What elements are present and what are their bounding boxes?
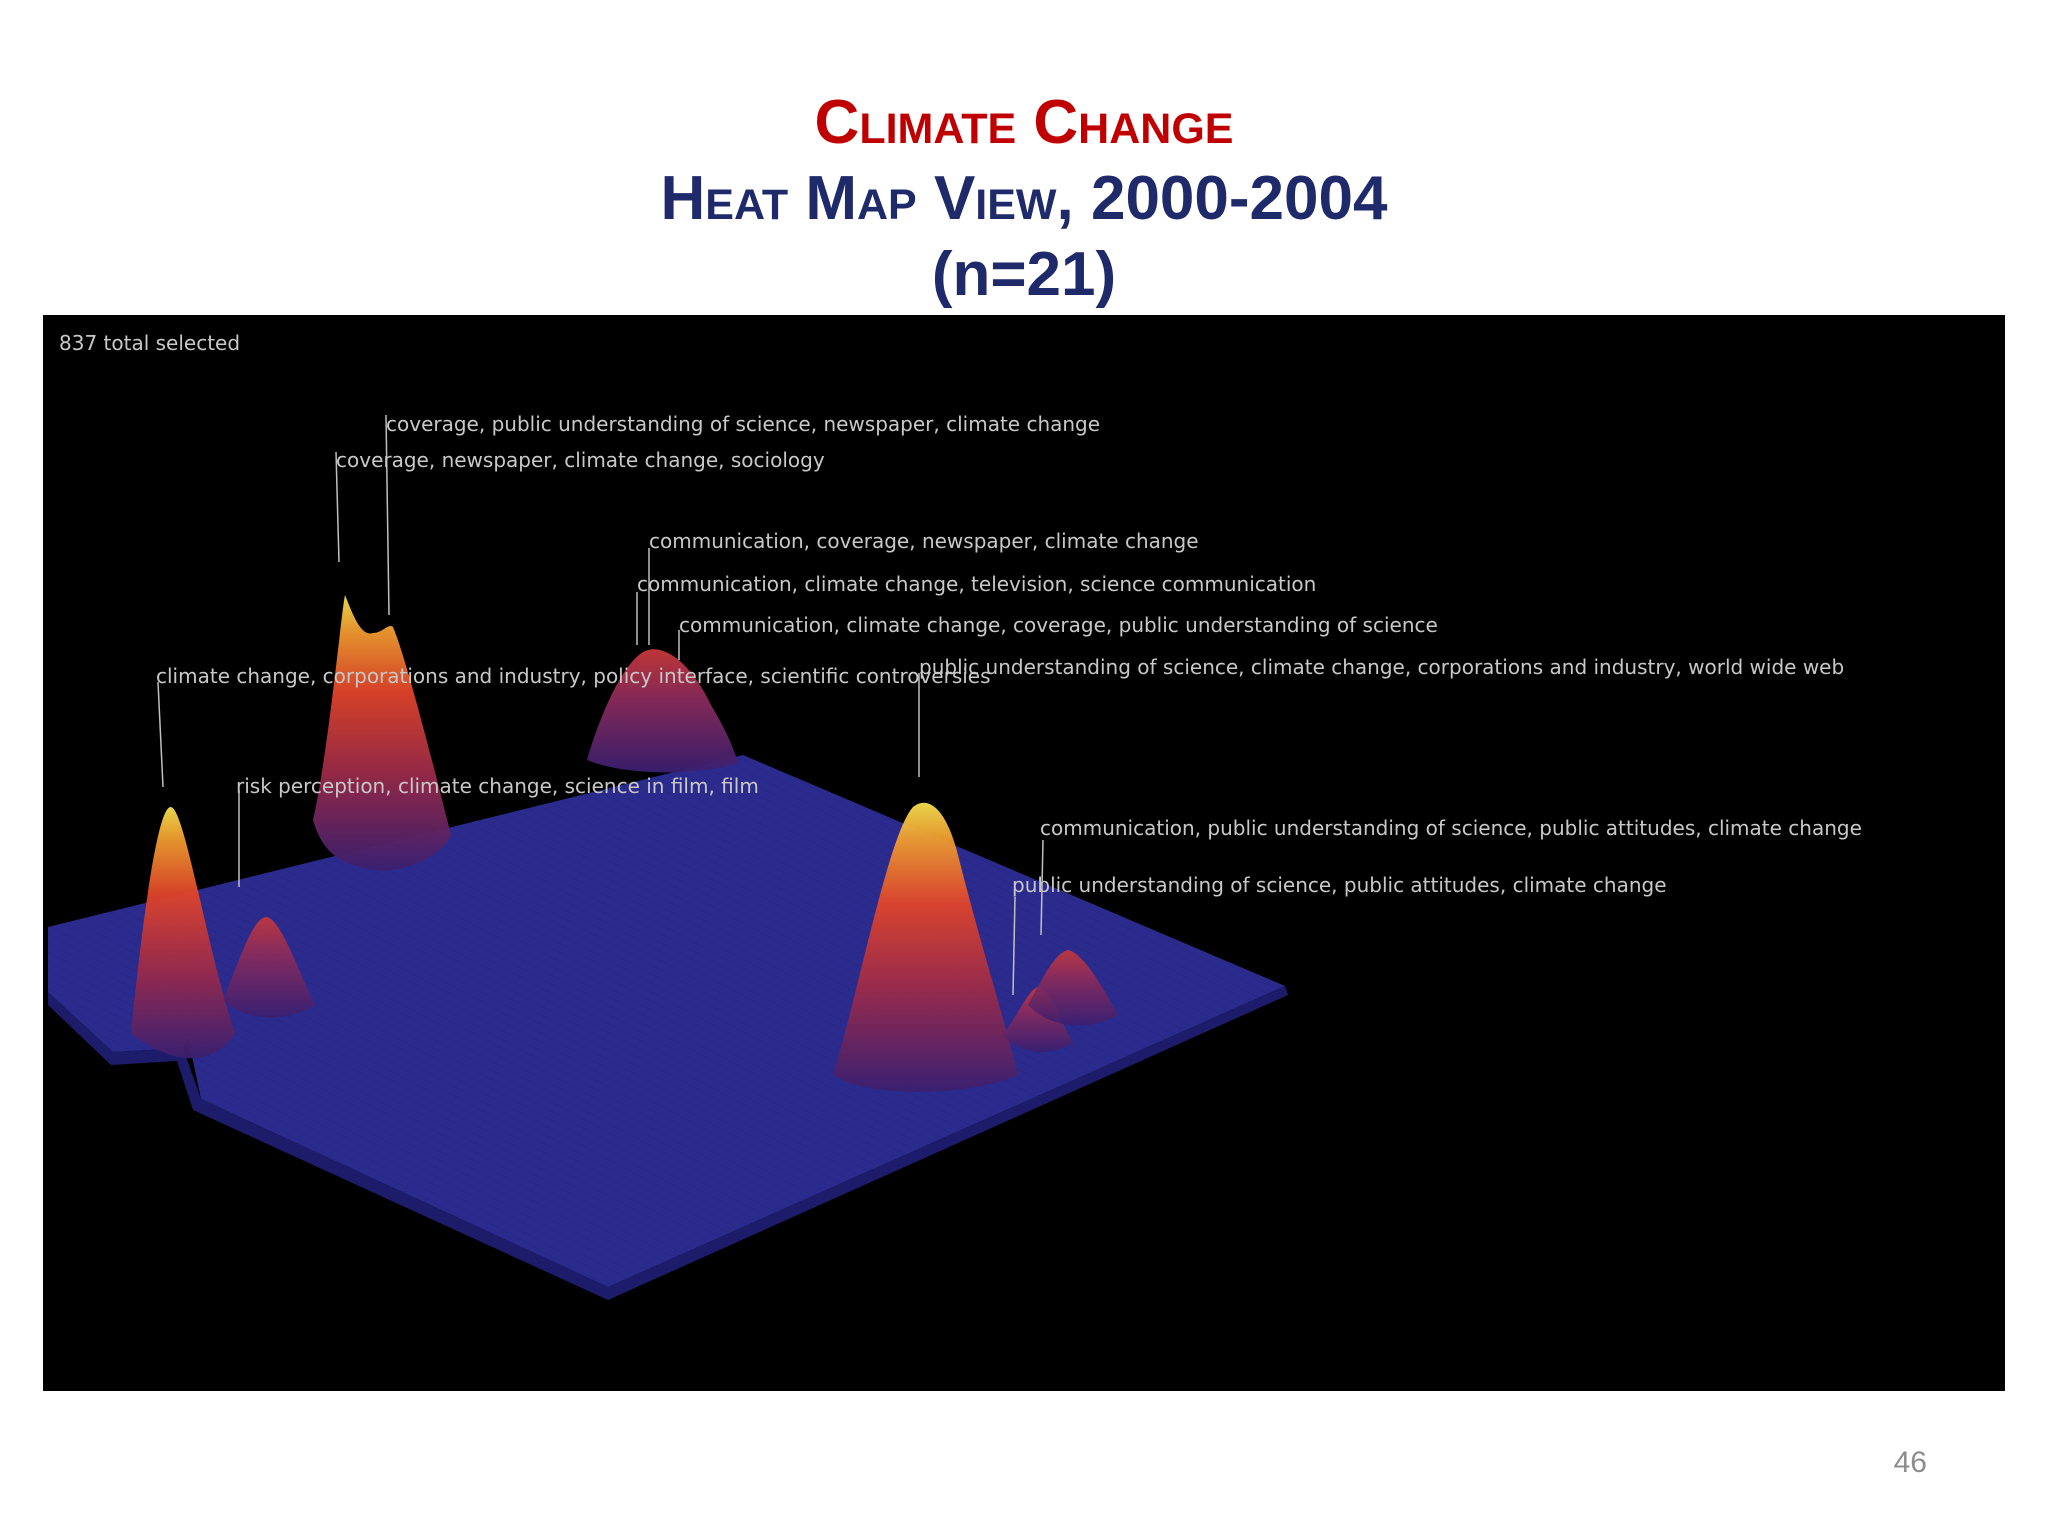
- topic-label: communication, climate change, televisio…: [637, 572, 1316, 596]
- peak-right-small-2: [1028, 950, 1118, 1026]
- peak-far-left-small: [223, 916, 315, 1018]
- surface-plane: [48, 755, 1285, 1287]
- title-topic: Climate Change: [814, 88, 1234, 157]
- topic-label: climate change, corporations and industr…: [156, 664, 991, 688]
- surface-plane-front-edge: [48, 986, 1288, 1300]
- slide-title: Climate Change Heat Map View, 2000-2004 …: [0, 85, 2048, 313]
- topic-label: communication, coverage, newspaper, clim…: [649, 529, 1199, 553]
- topic-label: coverage, newspaper, climate change, soc…: [336, 448, 825, 472]
- peak-right-tall: [833, 802, 1018, 1092]
- topic-label: public understanding of science, climate…: [919, 655, 1844, 679]
- topic-label: communication, public understanding of s…: [1040, 816, 1862, 840]
- topic-label: public understanding of science, public …: [1012, 873, 1667, 897]
- peak-right-small-1: [1003, 987, 1073, 1052]
- title-view: Heat Map View, 2000-2004: [660, 164, 1388, 233]
- heat-map-visualization: 837 total selected coverage, public unde…: [43, 315, 2005, 1391]
- heat-map-canvas: 837 total selected coverage, public unde…: [48, 331, 1862, 1300]
- topic-label: risk perception, climate change, science…: [236, 774, 759, 798]
- topic-label: coverage, public understanding of scienc…: [386, 412, 1100, 436]
- label-leader-lines: [157, 414, 1044, 996]
- peak-middle: [587, 649, 738, 773]
- topic-label: communication, climate change, coverage,…: [679, 613, 1438, 637]
- page-number: 46: [1893, 1446, 1927, 1479]
- title-sample-size: (n=21): [931, 240, 1117, 309]
- peak-tall-twin: [313, 595, 451, 871]
- peak-far-left: [131, 806, 235, 1059]
- selection-count: 837 total selected: [59, 331, 240, 355]
